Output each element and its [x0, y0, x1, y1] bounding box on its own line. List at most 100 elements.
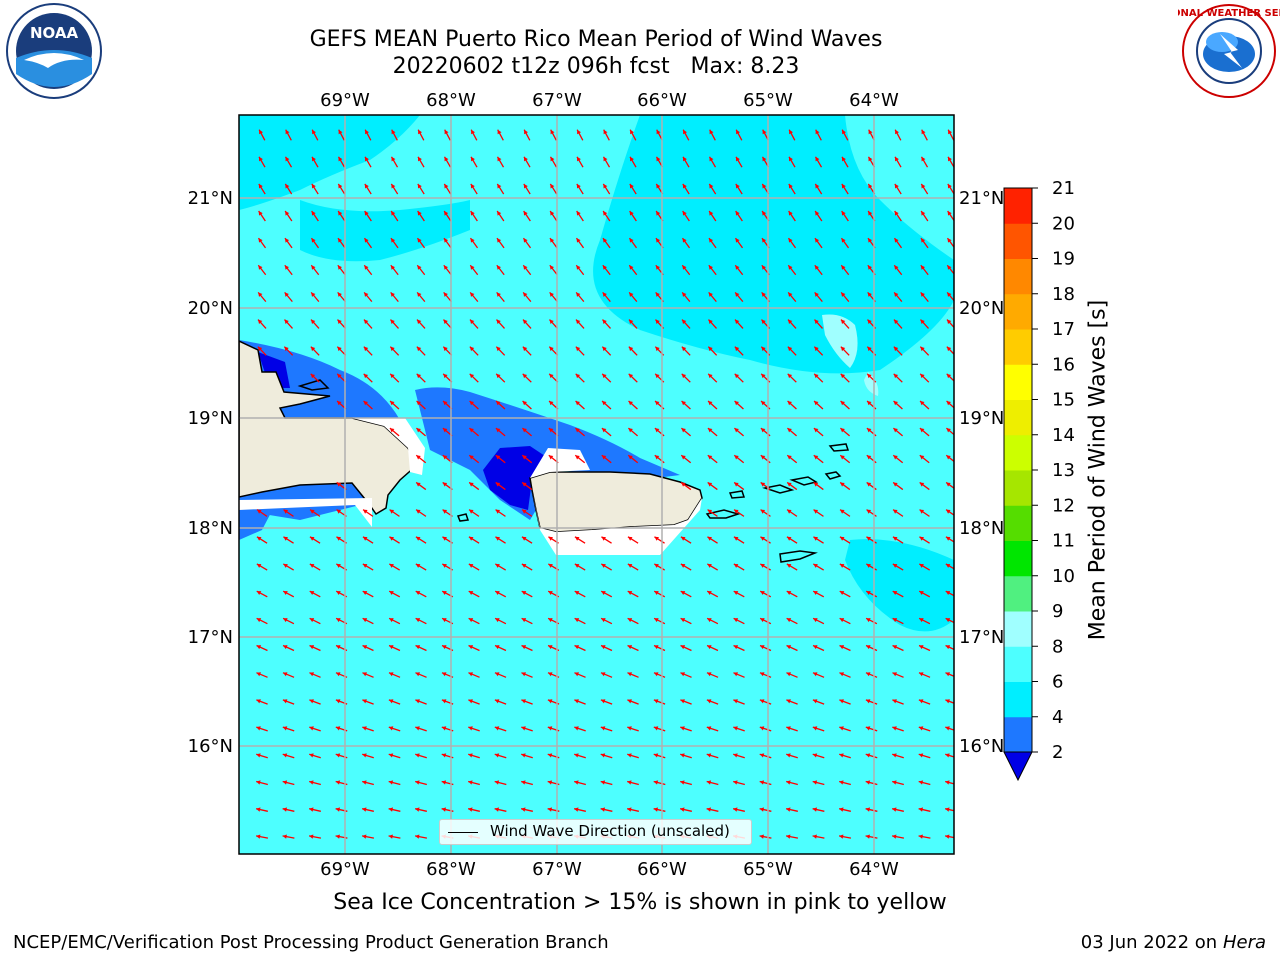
wind-wave-arrowhead	[601, 428, 607, 433]
colorbar-tick-label: 11	[1052, 531, 1075, 552]
wind-wave-arrowhead	[812, 780, 818, 785]
wind-wave-arrowhead	[602, 346, 607, 352]
wind-wave-arrowhead	[840, 400, 845, 406]
lat-labels-right: 21°N 20°N 19°N 18°N 17°N 16°N	[959, 188, 1004, 757]
wind-wave-arrowhead	[283, 645, 288, 650]
wind-wave-arrowhead	[548, 591, 553, 595]
wind-wave-arrowhead	[946, 482, 951, 487]
lat-label: 21°N	[188, 188, 233, 209]
wind-wave-arrowhead	[627, 536, 633, 541]
wind-wave-arrowhead	[815, 129, 820, 135]
wind-wave-arrowhead	[256, 536, 262, 541]
wind-wave-arrowhead	[655, 238, 661, 243]
noaa-logo: NOAA	[6, 3, 102, 99]
wind-wave-arrowhead	[734, 400, 739, 406]
wind-wave-arrowhead	[655, 265, 661, 270]
wind-wave-arrowhead	[786, 618, 792, 623]
wind-wave-arrowhead	[629, 265, 634, 270]
wind-wave-arrowhead	[893, 482, 898, 487]
wind-wave-arrowhead	[628, 455, 633, 460]
wind-wave-arrowhead	[282, 834, 287, 839]
wind-wave-arrowhead	[309, 699, 314, 704]
wind-wave-arrowhead	[786, 726, 791, 731]
wind-wave-arrowhead	[364, 292, 369, 297]
wind-wave-arrowhead	[814, 292, 819, 297]
wind-wave-arrowhead	[919, 482, 925, 487]
wind-wave-arrowhead	[655, 292, 660, 297]
colorbar-segment	[1004, 470, 1032, 506]
wind-wave-arrowhead	[575, 346, 581, 352]
wind-wave-arrowhead	[416, 455, 421, 460]
wind-wave-arrowhead	[390, 319, 395, 324]
wind-wave-arrowhead	[257, 346, 263, 352]
wind-wave-arrowhead	[866, 482, 872, 487]
wind-wave-arrowhead	[759, 726, 765, 731]
colorbar-tick-label: 15	[1052, 390, 1075, 411]
wind-wave-arrowhead	[495, 591, 500, 595]
wind-wave-arrowhead	[470, 292, 475, 297]
wind-wave-arrowhead	[283, 618, 288, 623]
wind-wave-arrowhead	[654, 591, 659, 595]
wind-wave-arrowhead	[337, 400, 342, 406]
wind-wave-arrowhead	[947, 238, 952, 243]
wind-wave-arrowhead	[523, 265, 528, 270]
lon-labels-bottom: 69°W 68°W 67°W 66°W 65°W 64°W	[320, 859, 899, 880]
wind-wave-arrowhead	[576, 183, 581, 189]
wind-wave-arrowhead	[627, 699, 632, 704]
wind-wave-arrowhead	[549, 292, 554, 297]
wind-wave-arrowhead	[311, 183, 316, 189]
wind-wave-arrowhead	[762, 129, 767, 135]
wind-wave-arrowhead	[706, 699, 712, 704]
wind-wave-arrowhead	[653, 726, 659, 731]
wind-wave-arrowhead	[868, 183, 873, 189]
wind-wave-arrowhead	[708, 346, 713, 352]
wind-wave-arrowhead	[469, 455, 474, 460]
wind-wave-arrowhead	[574, 753, 579, 758]
wind-wave-arrowhead	[548, 618, 553, 623]
wind-wave-arrowhead	[709, 211, 714, 216]
wind-wave-arrowhead	[839, 645, 845, 650]
wind-wave-arrowhead	[390, 400, 395, 406]
wind-wave-arrowhead	[417, 211, 422, 216]
wind-wave-arrowhead	[707, 563, 712, 568]
wind-wave-arrowhead	[786, 699, 791, 704]
wind-wave-arrowhead	[363, 373, 369, 379]
wind-wave-arrowhead	[309, 726, 314, 731]
wind-wave-arrowhead	[524, 129, 529, 135]
wind-wave-arrowhead	[789, 129, 794, 135]
wind-wave-arrowhead	[681, 428, 686, 433]
wind-wave-arrowhead	[468, 699, 473, 704]
wind-wave-arrowhead	[391, 156, 396, 162]
wind-wave-arrowhead	[893, 455, 898, 460]
wind-wave-arrowhead	[813, 509, 819, 514]
vieques-island	[705, 509, 741, 519]
wind-wave-arrowhead	[550, 156, 555, 162]
wind-wave-arrowhead	[653, 780, 659, 785]
wind-wave-arrowhead	[788, 183, 793, 189]
colorbar-segment	[1004, 188, 1032, 224]
wind-wave-arrowhead	[842, 129, 847, 135]
wind-wave-arrowhead	[312, 156, 316, 162]
wind-wave-arrowhead	[653, 807, 659, 812]
lat-label: 18°N	[959, 518, 1004, 539]
wind-wave-arrowhead	[283, 509, 289, 514]
wind-wave-arrowhead	[762, 156, 767, 162]
wind-wave-arrowhead	[814, 265, 820, 270]
wind-wave-arrowhead	[284, 319, 289, 324]
wind-wave-arrowhead	[839, 536, 845, 541]
colorbar-tick-label: 9	[1052, 601, 1063, 622]
puerto-rico-land	[529, 471, 703, 533]
wind-wave-arrowhead	[948, 156, 952, 162]
wind-wave-arrowhead	[839, 807, 844, 812]
lat-label: 20°N	[188, 298, 233, 319]
wind-wave-arrowhead	[918, 699, 924, 704]
colorbar-tick-label: 12	[1052, 495, 1075, 516]
wind-wave-arrowhead	[629, 292, 634, 297]
wind-wave-arrowhead	[892, 753, 897, 758]
wind-wave-arrowhead	[602, 373, 607, 379]
wind-wave-arrowhead	[468, 536, 474, 541]
wind-wave-arrowhead	[655, 346, 660, 352]
wind-wave-arrowhead	[362, 536, 368, 541]
wind-wave-arrowhead	[496, 373, 501, 379]
wind-wave-arrowhead	[866, 536, 871, 541]
